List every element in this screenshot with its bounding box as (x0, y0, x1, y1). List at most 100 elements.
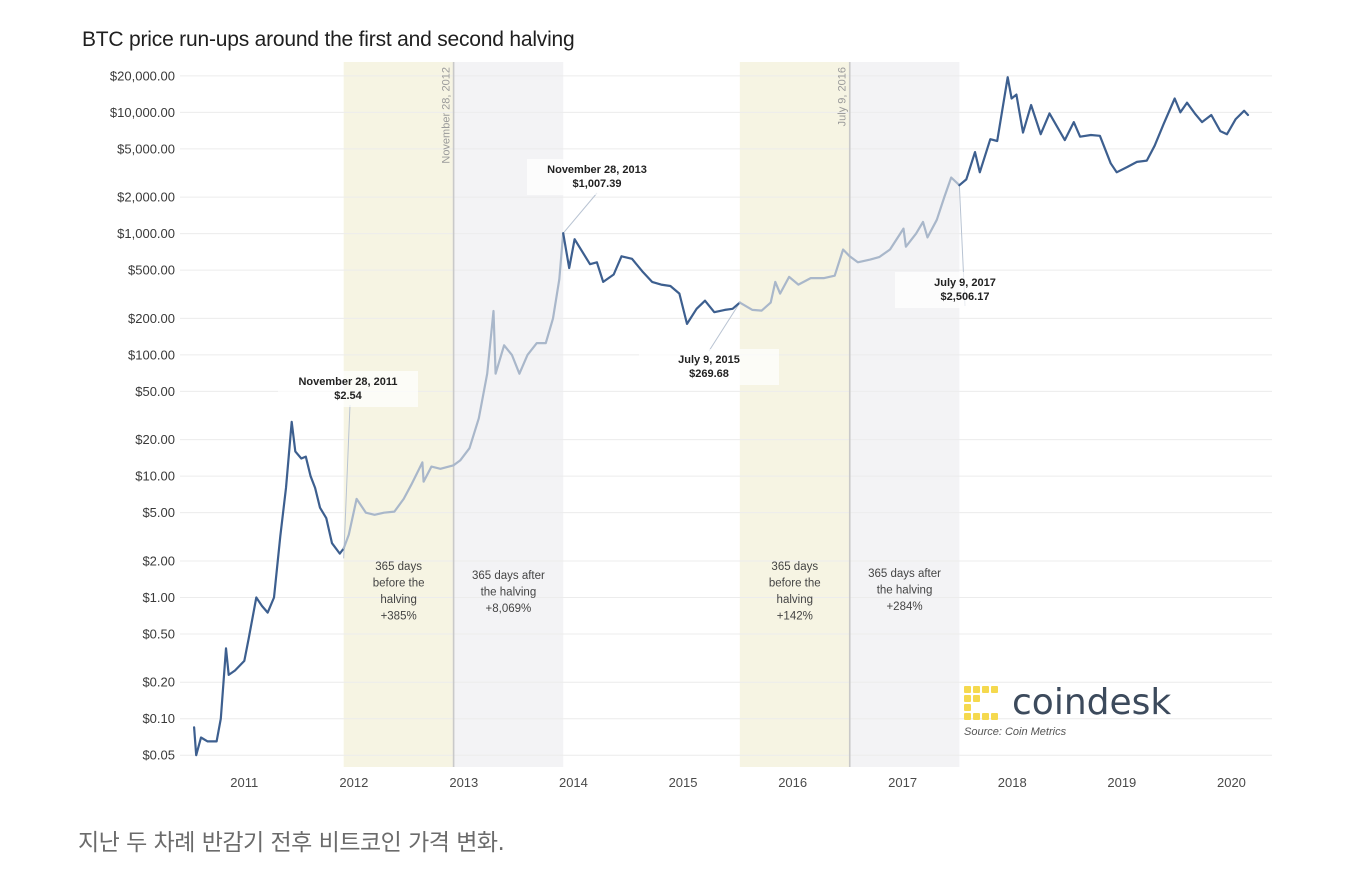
halving-lines: November 28, 2012 July 9, 2016 (441, 62, 851, 767)
chart-plot: November 28, 2012 July 9, 2016 $20,000.00… (110, 62, 1272, 790)
price-line-faded (738, 176, 961, 312)
logo-mark-dot (982, 686, 989, 693)
price-line-faded (342, 232, 565, 550)
zone-label-line: before the (769, 578, 821, 590)
annotation-leader (708, 302, 741, 352)
x-tick-label: 2014 (559, 775, 588, 790)
x-tick-label: 2011 (230, 775, 258, 790)
annotation-line: July 9, 2015 (678, 354, 740, 366)
y-tick-label: $500.00 (128, 263, 175, 278)
shaded-region (849, 62, 960, 767)
x-tick-label: 2017 (888, 775, 917, 790)
price-line (193, 420, 345, 757)
y-tick-label: $2.00 (142, 553, 175, 568)
zone-labels: 365 days before the halving +385% 365 days a… (373, 561, 941, 623)
y-axis-ticks: $20,000.00 $10,000.00 $5,000.00 $2,000.00 $1… (110, 68, 175, 762)
logo-mark-dot (973, 695, 980, 702)
annotation-label: November 28, 2013 $1,007.39 (547, 164, 647, 190)
annotation-label: July 9, 2015 $269.68 (678, 354, 740, 380)
annotation-label: July 9, 2017 $2,506.17 (934, 277, 996, 303)
zone-label-line: 365 days after (868, 568, 941, 580)
annotation-line: July 9, 2017 (934, 277, 996, 289)
annotation-line: November 28, 2013 (547, 164, 647, 176)
zone-label-line: 365 days (771, 561, 818, 573)
zone-label-line: the halving (481, 587, 537, 599)
image-caption: 지난 두 차례 반감기 전후 비트코인 가격 변화. (78, 830, 505, 856)
price-series (193, 76, 1250, 757)
annotation-line: $1,007.39 (573, 178, 622, 190)
chart-title: BTC price run-ups around the first and s… (82, 28, 575, 51)
x-tick-label: 2019 (1107, 775, 1136, 790)
price-line (562, 232, 741, 325)
x-tick-label: 2018 (998, 775, 1027, 790)
logo-wordmark: coindesk (1012, 682, 1171, 723)
y-tick-label: $20,000.00 (110, 68, 175, 83)
x-tick-label: 2015 (669, 775, 698, 790)
annotation-line: $2,506.17 (941, 291, 990, 303)
y-tick-label: $0.10 (142, 711, 175, 726)
zone-label-line: the halving (877, 585, 933, 597)
annotation-leader (562, 192, 598, 234)
annotation-box (639, 349, 779, 385)
logo-mark-dot (982, 713, 989, 720)
annotations: November 28, 2011 $2.54 November 28, 2013 $… (278, 159, 1035, 407)
y-tick-label: $200.00 (128, 311, 175, 326)
zone-label: 365 days after the halving +8,069% (472, 570, 545, 615)
y-tick-label: $100.00 (128, 347, 175, 362)
price-line (958, 76, 1250, 187)
x-axis-ticks: 2011 2012 2013 2014 2015 2016 2017 2018 2019 2020 (230, 775, 1246, 790)
zone-label-line: +385% (381, 611, 417, 623)
y-tick-label: $2,000.00 (117, 190, 175, 205)
zone-label: 365 days before the halving +142% (769, 561, 821, 623)
shaded-regions (343, 62, 960, 767)
zone-label-line: +8,069% (486, 603, 532, 615)
halving-line-label: November 28, 2012 (441, 67, 453, 164)
y-tick-label: $50.00 (135, 384, 175, 399)
zone-label-line: +142% (777, 611, 813, 623)
logo-mark-dot (973, 713, 980, 720)
logo-mark-dot (991, 686, 998, 693)
annotation-label: November 28, 2011 $2.54 (298, 376, 397, 402)
y-tick-label: $0.50 (142, 626, 175, 641)
zone-label: 365 days after the halving +284% (868, 568, 941, 613)
zone-label-line: 365 days (375, 561, 422, 573)
zone-label: 365 days before the halving +385% (373, 561, 425, 623)
zone-label-line: +284% (886, 601, 922, 613)
annotation-line: November 28, 2011 (298, 376, 397, 388)
chart-figure: BTC price run-ups around the first and s… (82, 28, 1272, 790)
x-tick-label: 2016 (778, 775, 807, 790)
logo-mark-dot (964, 695, 971, 702)
y-tick-label: $5,000.00 (117, 141, 175, 156)
y-tick-label: $1,000.00 (117, 226, 175, 241)
y-tick-label: $20.00 (135, 432, 175, 447)
y-tick-label: $0.05 (142, 748, 175, 763)
shaded-region (343, 62, 454, 767)
x-tick-label: 2012 (339, 775, 368, 790)
y-tick-label: $0.20 (142, 675, 175, 690)
y-tick-label: $10.00 (135, 469, 175, 484)
annotation-line: $2.54 (334, 390, 362, 402)
zone-label-line: halving (380, 594, 416, 606)
y-tick-label: $5.00 (142, 505, 175, 520)
coindesk-logo-mark (964, 686, 998, 720)
logo-mark-dot (964, 704, 971, 711)
zone-label-line: halving (777, 594, 813, 606)
logo-mark-dot (964, 713, 971, 720)
annotation-box (895, 272, 1035, 308)
annotation-box (527, 159, 667, 195)
x-tick-label: 2013 (449, 775, 478, 790)
zone-label-line: before the (373, 578, 425, 590)
logo-mark-dot (973, 686, 980, 693)
annotation-leader (343, 404, 351, 559)
logo-mark-dot (991, 713, 998, 720)
annotation-line: $269.68 (689, 368, 729, 380)
shaded-region (739, 62, 850, 767)
y-tick-label: $10,000.00 (110, 105, 175, 120)
x-tick-label: 2020 (1217, 775, 1246, 790)
coindesk-logo: coindesk Source: Coin Metrics (964, 682, 1171, 738)
source-note: Source: Coin Metrics (964, 726, 1067, 738)
halving-line-label: July 9, 2016 (837, 67, 849, 126)
y-tick-label: $1.00 (142, 590, 175, 605)
logo-mark-dot (964, 686, 971, 693)
annotation-box (278, 371, 418, 407)
